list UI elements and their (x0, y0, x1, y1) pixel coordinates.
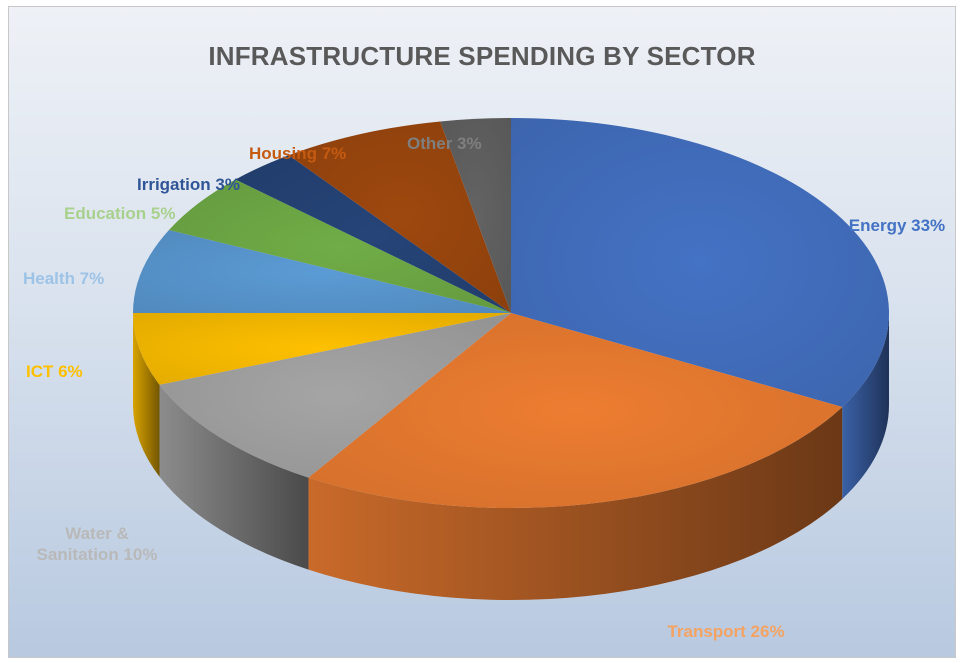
pie-slice-housing[interactable] (288, 121, 511, 314)
data-label-energy: Energy 33% (849, 216, 945, 235)
pie-top-faces (133, 118, 889, 508)
data-label-other: Other 3% (407, 134, 482, 153)
pie-slice-health[interactable] (133, 229, 511, 313)
pie-chart: Energy 33% Transport 26% Water & Sanitation… (23, 118, 945, 641)
data-label-transport: Transport 26% (667, 622, 784, 641)
pie-slice-irrigation[interactable] (235, 155, 511, 313)
pie-side-water-sanitation (159, 384, 309, 570)
slice-labels: Energy 33% Transport 26% Water & Sanitation… (23, 134, 945, 641)
data-label-irrigation: Irrigation 3% (137, 175, 240, 194)
pie-slice-ict[interactable] (133, 313, 511, 385)
pie-side-ict (133, 313, 160, 477)
pie-side-transport (308, 406, 843, 600)
pie-side-energy (842, 313, 889, 499)
chart-area: INFRASTRUCTURE SPENDING BY SECTOR Energy… (8, 6, 956, 658)
data-label-ict: ICT 6% (26, 362, 83, 381)
chart-title: INFRASTRUCTURE SPENDING BY SECTOR (208, 41, 756, 71)
data-label-housing: Housing 7% (249, 144, 346, 163)
data-label-health: Health 7% (23, 269, 104, 288)
pie-slice-other[interactable] (440, 118, 511, 313)
pie-slice-water-sanitation[interactable] (159, 313, 511, 478)
data-label-education: Education 5% (64, 204, 175, 223)
pie-slice-education[interactable] (168, 179, 511, 313)
data-label-water-sanitation: Water & Sanitation 10% (37, 524, 158, 564)
pie-slice-transport[interactable] (308, 313, 843, 508)
pie-side-walls (133, 313, 889, 600)
pie-slice-energy[interactable] (511, 118, 889, 407)
